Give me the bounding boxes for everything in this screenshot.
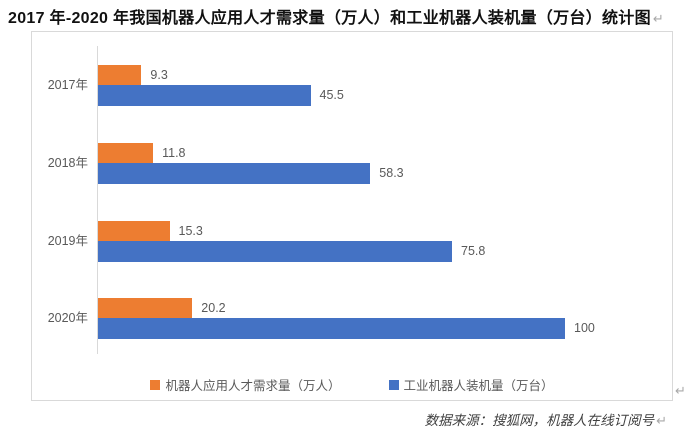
category-axis-line — [97, 46, 98, 354]
value-label-installed-2018: 58.3 — [379, 166, 404, 180]
chart-legend: 机器人应用人才需求量（万人） 工业机器人装机量（万台） — [32, 375, 672, 394]
bar-installed-2017[interactable] — [98, 85, 311, 106]
legend-label-installed: 工业机器人装机量（万台） — [403, 379, 554, 393]
legend-swatch-installed-icon — [388, 379, 399, 390]
bar-talent-2020[interactable] — [98, 298, 193, 318]
paragraph-mark-icon: ↵ — [652, 11, 665, 26]
paragraph-mark-icon: ↵ — [656, 413, 667, 428]
document-title: 2017 年-2020 年我国机器人应用人才需求量（万人）和工业机器人装机量（万… — [8, 4, 680, 28]
value-label-installed-2019: 75.8 — [461, 244, 486, 258]
value-label-talent-2020: 20.2 — [201, 301, 226, 315]
bar-installed-2018[interactable] — [98, 163, 371, 184]
category-label-2019: 2019年 — [47, 234, 88, 248]
legend-item-installed[interactable]: 工业机器人装机量（万台） — [388, 375, 554, 394]
legend-label-talent: 机器人应用人才需求量（万人） — [165, 379, 341, 393]
bar-talent-2019[interactable] — [98, 221, 170, 241]
bar-talent-2017[interactable] — [98, 65, 142, 85]
value-label-talent-2017: 9.3 — [150, 68, 168, 82]
value-label-talent-2018: 11.8 — [162, 146, 186, 160]
value-label-installed-2020: 100 — [574, 321, 595, 335]
bar-chart-frame[interactable]: 2017年 9.3 45.5 2018年 11.8 58.3 2019年 15.… — [31, 31, 673, 401]
data-source-note: 数据来源：搜狐网，机器人在线订阅号 ↵ — [267, 409, 667, 429]
value-label-talent-2019: 15.3 — [178, 224, 203, 238]
category-label-2020: 2020年 — [47, 311, 88, 325]
source-text: 数据来源：搜狐网，机器人在线订阅号 — [424, 413, 655, 428]
value-label-installed-2017: 45.5 — [319, 88, 344, 102]
category-label-2018: 2018年 — [47, 156, 88, 170]
title-text: 2017 年-2020 年我国机器人应用人才需求量（万人）和工业机器人装机量（万… — [8, 10, 651, 27]
category-label-2017: 2017年 — [47, 78, 88, 92]
legend-swatch-talent-icon — [150, 379, 161, 390]
paragraph-mark-icon: ↵ — [675, 383, 686, 398]
bar-installed-2020[interactable] — [98, 318, 565, 339]
bar-installed-2019[interactable] — [98, 241, 452, 262]
legend-item-talent[interactable]: 机器人应用人才需求量（万人） — [150, 375, 341, 394]
bar-talent-2018[interactable] — [98, 143, 154, 163]
